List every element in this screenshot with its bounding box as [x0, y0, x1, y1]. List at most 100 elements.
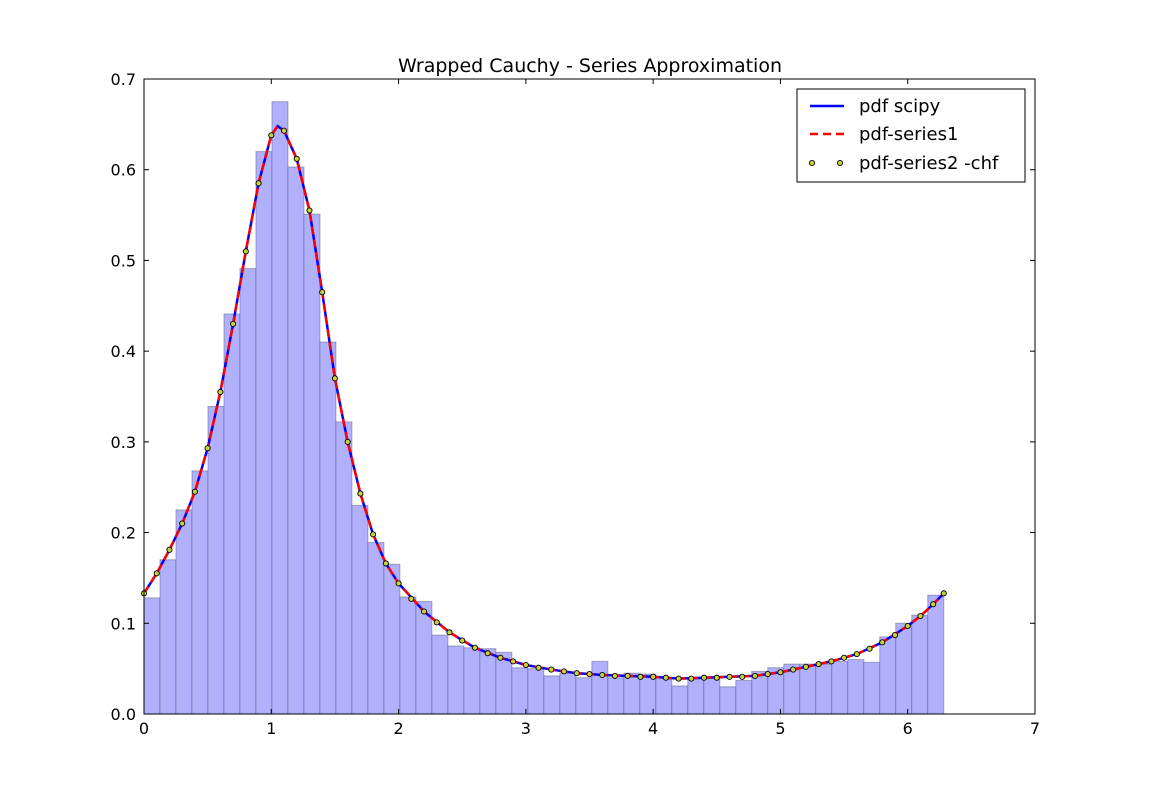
series-point-pdf-series2-chf	[688, 675, 695, 682]
series-point-pdf-series2-chf	[459, 637, 466, 644]
series-point-pdf-series2-chf	[713, 674, 720, 681]
histogram-bar	[719, 686, 737, 715]
histogram-bar	[911, 614, 929, 715]
series-point-pdf-series2-chf	[841, 654, 848, 661]
series-point-pdf-series2-chf	[637, 673, 644, 680]
series-point-pdf-series2-chf	[930, 601, 937, 608]
series-point-pdf-series2-chf	[230, 320, 237, 327]
histogram-bar	[447, 645, 465, 715]
histogram-bar	[927, 594, 945, 715]
series-point-pdf-series2-chf	[548, 666, 555, 673]
histogram-bar	[367, 542, 385, 715]
series-point-pdf-series2-chf	[853, 651, 860, 658]
series-point-pdf-series2-chf	[904, 622, 911, 630]
histogram-bar	[207, 405, 225, 715]
histogram-bar	[511, 667, 529, 715]
x-tick-label: 2	[393, 719, 403, 738]
series-point-pdf-series2-chf	[344, 438, 351, 445]
series-point-pdf-series2-chf	[917, 612, 924, 620]
series-point-pdf-series2-chf	[866, 645, 873, 652]
histogram-bar	[399, 596, 417, 715]
histogram-bar	[847, 659, 865, 715]
series-point-pdf-series2-chf	[217, 388, 224, 396]
series-point-pdf-series2-chf	[408, 595, 415, 602]
series-point-pdf-series2-chf	[319, 289, 326, 296]
histogram-bar	[463, 647, 481, 715]
histogram-bar	[799, 663, 817, 715]
histogram-bar	[543, 675, 561, 715]
axes-frame	[143, 78, 1036, 715]
series-point-pdf-series2-chf	[662, 674, 669, 681]
histogram-bar	[351, 504, 369, 715]
series-point-pdf-series2-chf	[433, 619, 440, 626]
series-point-pdf-series2-chf	[268, 132, 275, 139]
legend-swatch-pdf-series2-chf	[808, 159, 816, 167]
series-point-pdf-series2-chf	[357, 490, 364, 497]
series-point-pdf-series2-chf	[777, 669, 784, 676]
series-point-pdf-series2-chf	[940, 590, 947, 597]
series-point-pdf-series2-chf	[599, 671, 606, 679]
histogram-bar	[143, 597, 161, 715]
y-tick-label: 0.4	[111, 342, 136, 361]
series-point-pdf-series2-chf	[370, 531, 377, 538]
series-point-pdf-series2-chf	[764, 671, 771, 678]
series-point-pdf-series2-chf	[535, 664, 542, 671]
x-tick-label: 3	[521, 719, 531, 738]
histogram-bar	[319, 341, 337, 715]
series-point-pdf-series2-chf	[751, 672, 759, 679]
legend-label: pdf-series2 -chf	[859, 153, 999, 174]
histogram-bar	[431, 634, 449, 715]
series-point-pdf-series2-chf	[624, 672, 631, 679]
series-point-pdf-series2-chf	[166, 546, 173, 553]
series-point-pdf-series2-chf	[675, 675, 682, 682]
histogram-bar	[527, 668, 545, 715]
series-point-pdf-series2-chf	[331, 375, 338, 382]
histogram-bar	[639, 673, 657, 715]
histogram-bar	[879, 636, 897, 715]
y-tick-label: 0.7	[111, 70, 136, 89]
legend-label: pdf-series1	[859, 124, 958, 145]
series-point-pdf-series2-chf	[510, 658, 517, 665]
histogram-bar	[191, 470, 209, 715]
histogram-bar	[895, 622, 913, 715]
y-tick-label: 0.1	[111, 614, 136, 633]
series-point-pdf-series2-chf	[879, 639, 886, 646]
series-point-pdf-series2-chf	[586, 671, 593, 678]
series-point-pdf-series2-chf	[179, 520, 186, 527]
histogram-bar	[671, 685, 689, 715]
x-tick-label: 7	[1030, 719, 1040, 738]
series-point-pdf-series2-chf	[560, 668, 568, 675]
plot-area: 0 1 2 3 4 5 6 7 0.0 0.1 0.2 0.3 0.4 0.5 0.6 0.7	[111, 70, 1041, 738]
series-point-pdf-series2-chf	[828, 658, 835, 665]
series-point-pdf-series2-chf	[242, 248, 249, 255]
histogram-bar	[335, 421, 353, 715]
series-point-pdf-series2-chf	[726, 673, 733, 680]
series-point-pdf-series2-chf	[471, 644, 478, 651]
series-point-pdf-series2-chf	[790, 666, 797, 673]
legend-label: pdf scipy	[859, 96, 941, 117]
series-point-pdf-series2-chf	[891, 632, 899, 639]
y-tick-label: 0.6	[111, 161, 136, 180]
histogram-bar	[575, 677, 593, 715]
histogram-bar	[223, 313, 241, 715]
y-tick-label: 0.2	[111, 524, 136, 543]
y-tick-label: 0.3	[111, 433, 136, 452]
series-point-pdf-series2-chf	[802, 663, 809, 670]
series-point-pdf-series2-chf	[153, 570, 160, 577]
series-point-pdf-series2-chf	[650, 673, 657, 680]
histogram-bar	[287, 166, 305, 715]
histogram-bar	[815, 663, 833, 715]
histogram-bar	[655, 677, 673, 715]
histogram-bar	[303, 213, 321, 715]
histogram-bar	[239, 268, 257, 715]
series-point-pdf-series2-chf	[446, 629, 453, 636]
histogram-bar	[863, 661, 881, 715]
series-point-pdf-series2-chf	[497, 654, 504, 661]
histogram-bar	[735, 679, 753, 715]
series-point-pdf-series2-chf	[395, 580, 402, 587]
x-tick-label: 0	[139, 719, 149, 738]
series-point-pdf-series2-chf	[522, 661, 529, 669]
histogram-bar	[175, 509, 193, 715]
x-tick-label: 5	[775, 719, 785, 738]
histogram-bar	[703, 676, 721, 715]
